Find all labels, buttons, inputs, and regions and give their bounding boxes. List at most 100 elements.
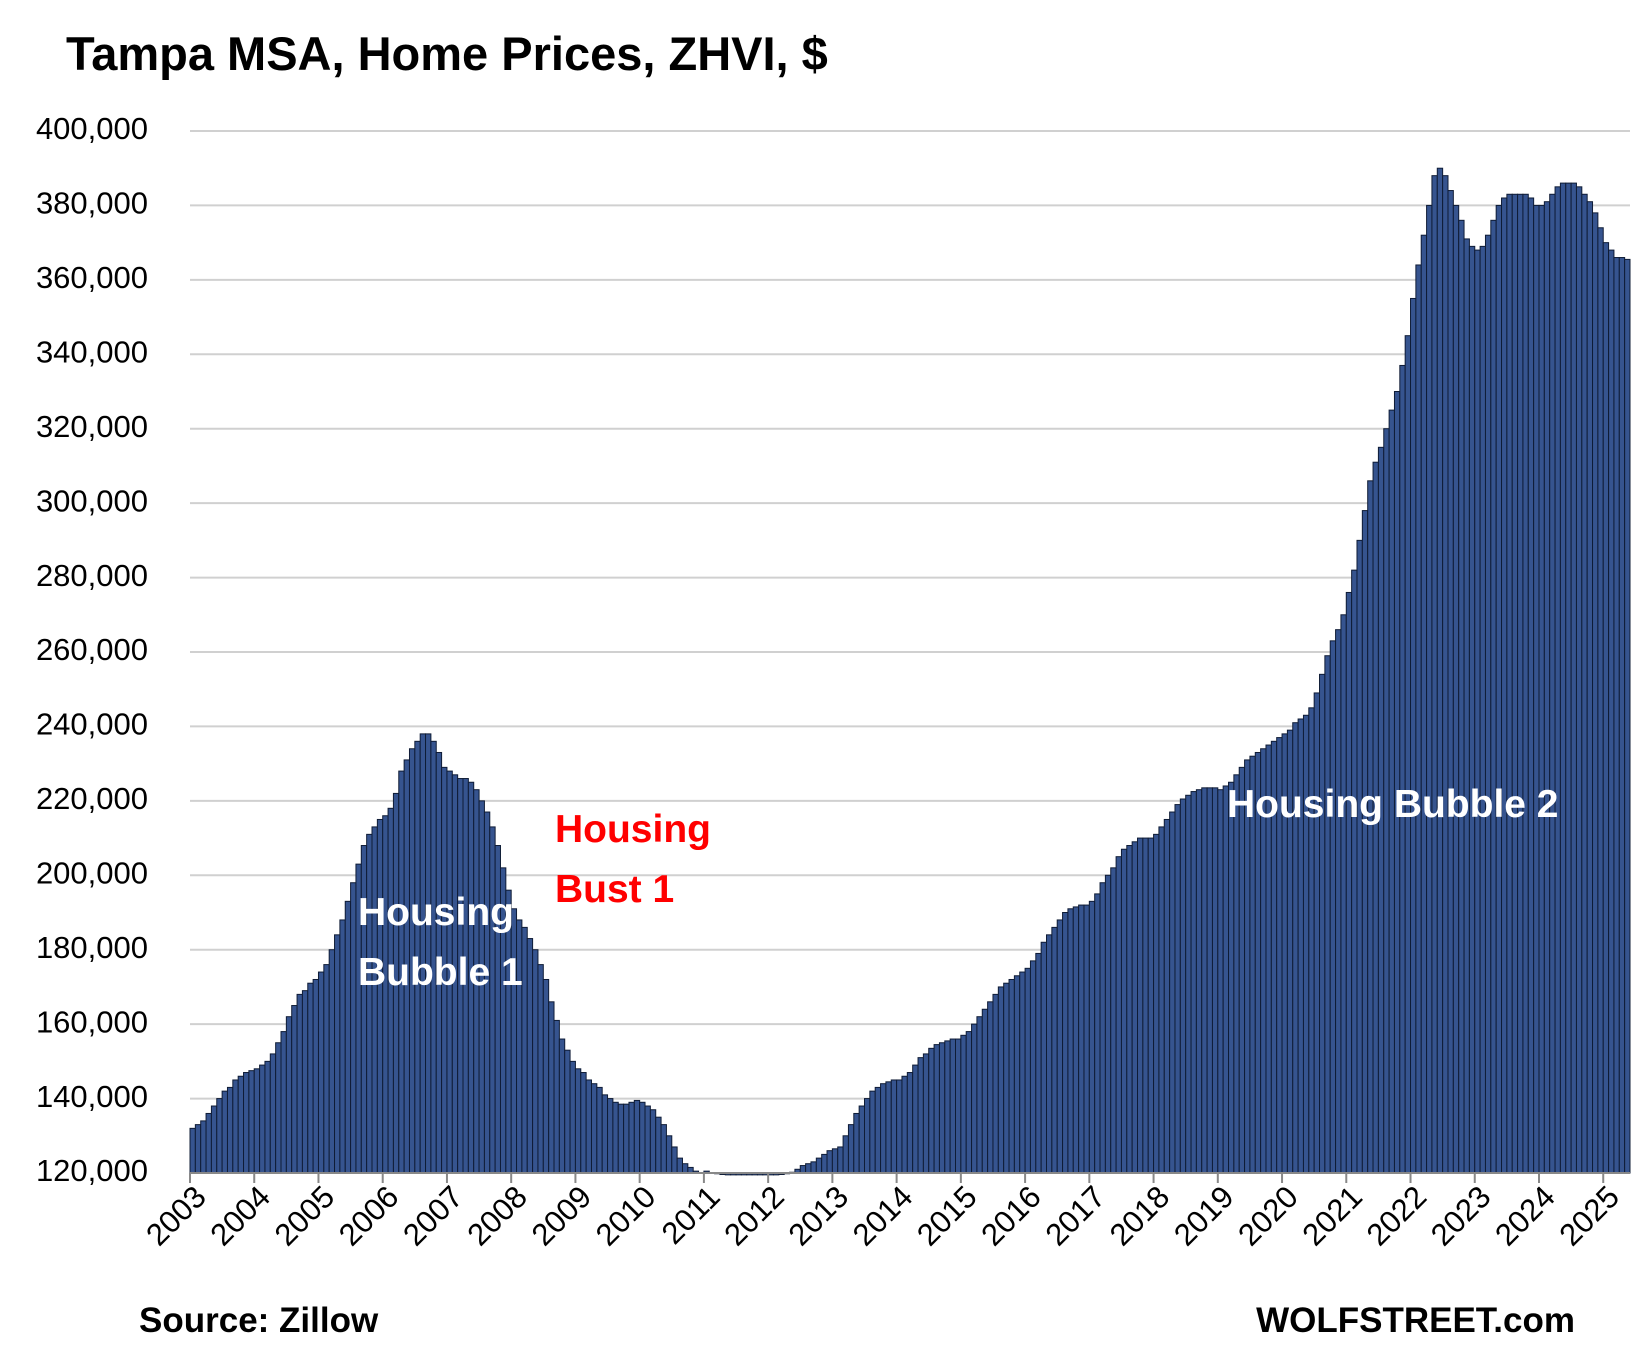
- bar: [1035, 952, 1042, 1174]
- bar: [639, 1101, 646, 1174]
- bar: [1527, 197, 1535, 1174]
- bar: [890, 1079, 898, 1174]
- bar: [1581, 193, 1588, 1174]
- bar: [1153, 833, 1160, 1174]
- y-tick-label: 200,000: [36, 855, 148, 890]
- bar: [1522, 193, 1529, 1174]
- chart-title: Tampa MSA, Home Prices, ZHVI, $: [66, 27, 828, 80]
- y-tick-label: 300,000: [36, 483, 148, 518]
- bar: [853, 1112, 860, 1174]
- bar: [1426, 204, 1433, 1174]
- bar: [1126, 845, 1133, 1174]
- bar: [1019, 971, 1026, 1174]
- bar: [1174, 804, 1181, 1174]
- bar: [805, 1163, 812, 1174]
- bar: [307, 982, 314, 1174]
- bar: [1452, 204, 1460, 1174]
- bar: [1051, 926, 1058, 1174]
- bar: [955, 1038, 962, 1174]
- x-tick-label: 2011: [655, 1179, 727, 1251]
- bar: [1549, 193, 1556, 1174]
- bar: [537, 964, 544, 1174]
- bar: [1099, 882, 1106, 1174]
- bar: [1517, 193, 1524, 1174]
- bar: [976, 1016, 983, 1174]
- bar: [542, 978, 550, 1174]
- bar: [1367, 480, 1374, 1174]
- bar: [1361, 510, 1369, 1174]
- bar: [933, 1044, 940, 1174]
- bar: [912, 1064, 919, 1174]
- y-tick-label: 140,000: [36, 1079, 148, 1114]
- bar: [1238, 766, 1246, 1174]
- bar: [1201, 787, 1208, 1174]
- bar: [1340, 614, 1347, 1174]
- bar: [1484, 234, 1492, 1174]
- bar: [1185, 794, 1192, 1174]
- bar: [243, 1072, 250, 1174]
- bar: [1351, 569, 1358, 1174]
- bar: [901, 1075, 908, 1174]
- bar: [676, 1157, 683, 1174]
- bar: [997, 986, 1005, 1174]
- bar: [1233, 774, 1240, 1174]
- bar: [623, 1103, 630, 1174]
- bar: [1056, 919, 1064, 1174]
- x-tick-label: 2013: [782, 1179, 856, 1253]
- y-tick-label: 380,000: [36, 186, 148, 221]
- bar: [574, 1068, 582, 1174]
- bar: [1169, 811, 1176, 1174]
- bar: [874, 1086, 882, 1174]
- y-tick-label: 220,000: [36, 781, 148, 816]
- bar: [1490, 219, 1497, 1174]
- bar: [1463, 238, 1470, 1174]
- bar: [376, 818, 384, 1174]
- bar: [1078, 904, 1085, 1174]
- bar: [1575, 186, 1583, 1174]
- bar: [665, 1135, 673, 1174]
- bar: [1313, 692, 1321, 1174]
- bar: [200, 1120, 207, 1174]
- bar: [1586, 201, 1594, 1174]
- bar: [1195, 789, 1203, 1174]
- bar: [275, 1042, 282, 1174]
- bar: [264, 1060, 271, 1174]
- bar: [863, 1098, 871, 1174]
- bar: [842, 1135, 849, 1174]
- bar: [205, 1112, 212, 1174]
- bar: [1062, 912, 1069, 1174]
- annotation: Housing Bubble 2: [1227, 783, 1559, 826]
- bar: [1399, 364, 1406, 1174]
- bar: [1222, 785, 1230, 1174]
- bar: [612, 1101, 619, 1174]
- annotation-line: Bubble 1: [358, 951, 523, 994]
- bar: [1067, 908, 1074, 1174]
- bar: [810, 1161, 817, 1174]
- y-tick-label: 120,000: [36, 1153, 148, 1188]
- bar: [1458, 219, 1465, 1174]
- y-tick-label: 260,000: [36, 632, 148, 667]
- y-tick-label: 400,000: [36, 111, 148, 146]
- bar: [590, 1083, 598, 1174]
- bar: [1158, 826, 1165, 1174]
- bar: [1335, 629, 1342, 1174]
- source: Source: Zillow: [139, 1301, 379, 1340]
- bar: [1442, 175, 1449, 1174]
- x-tick-label: 2014: [846, 1179, 920, 1253]
- bar: [1104, 874, 1112, 1174]
- bar: [1511, 193, 1519, 1174]
- bar: [885, 1081, 892, 1174]
- bar: [580, 1072, 587, 1174]
- y-tick-label: 340,000: [36, 334, 148, 369]
- bar: [317, 971, 325, 1174]
- annotation-line: Housing: [555, 808, 711, 851]
- bar: [1431, 175, 1438, 1174]
- bar: [1543, 201, 1551, 1174]
- bar: [896, 1079, 903, 1174]
- bar: [938, 1042, 946, 1174]
- x-tick-label: 2016: [974, 1179, 1048, 1253]
- bar: [1554, 186, 1561, 1174]
- bar: [981, 1008, 989, 1174]
- bar: [1131, 841, 1139, 1174]
- bar: [1211, 787, 1219, 1174]
